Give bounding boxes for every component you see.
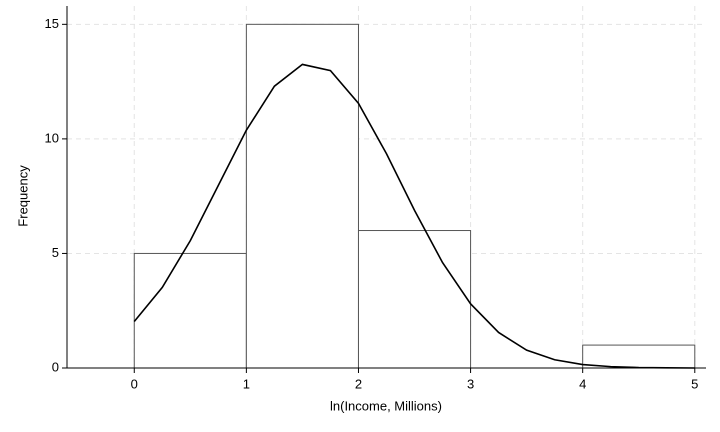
x-tick-label: 2 <box>355 376 362 391</box>
density-curve <box>133 63 695 369</box>
y-tick-label: 15 <box>45 16 59 31</box>
x-tick-label: 0 <box>131 376 138 391</box>
y-tick-label: 0 <box>52 359 59 374</box>
x-axis-label: ln(Income, Millions) <box>330 398 442 413</box>
x-tick-label: 1 <box>243 376 250 391</box>
y-tick-label: 10 <box>45 130 59 145</box>
bar <box>245 23 359 369</box>
bar <box>133 252 247 369</box>
x-tick-label: 4 <box>579 376 586 391</box>
bar <box>582 344 696 369</box>
x-tick-label: 3 <box>467 376 474 391</box>
x-tick-label: 5 <box>691 376 698 391</box>
bar <box>357 230 472 369</box>
y-axis-label: Frequency <box>15 165 30 227</box>
y-tick-label: 5 <box>52 245 59 260</box>
